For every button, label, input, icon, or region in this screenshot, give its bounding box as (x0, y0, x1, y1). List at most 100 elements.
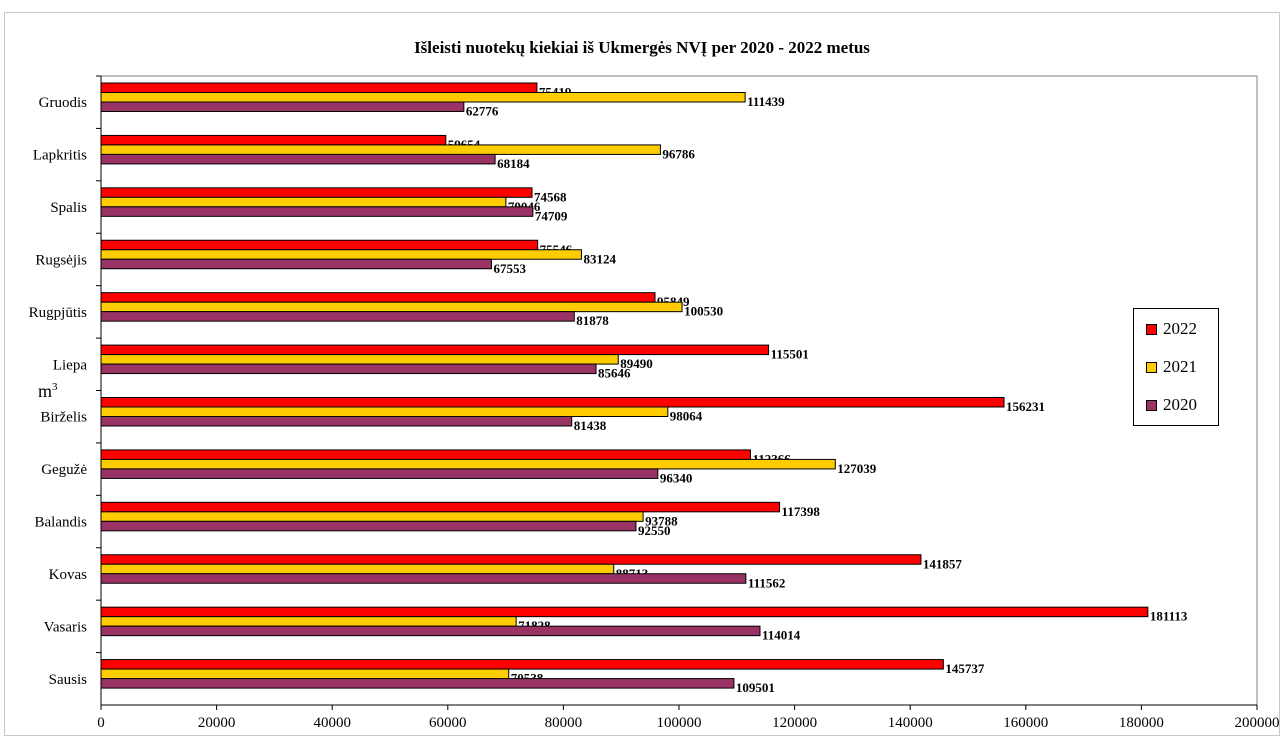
x-tick-label: 200000 (1235, 715, 1280, 731)
legend-swatch (1146, 399, 1157, 411)
legend-label: 2020 (1163, 395, 1197, 414)
category-label: Liepa (53, 357, 87, 373)
bar-2020 (100, 206, 534, 217)
bar-2020 (100, 468, 659, 479)
data-label-2021: 111439 (747, 94, 785, 109)
bar-2021 (100, 196, 507, 208)
data-label-2021: 127039 (837, 461, 877, 476)
category-label: Lapkritis (33, 148, 87, 164)
data-label-2021: 93788 (645, 513, 678, 528)
chart-title: Išleisti nuotekų kiekiai iš Ukmergės NVĮ… (414, 38, 870, 57)
bar-2022 (100, 554, 922, 565)
bar-2021 (100, 458, 836, 470)
data-label-2020: 85646 (598, 366, 631, 381)
bar-2020 (100, 363, 597, 375)
data-label-2022: 181113 (1150, 609, 1188, 624)
category-label: Kovas (49, 567, 87, 583)
bar-2021 (100, 511, 644, 522)
bar-2022 (100, 659, 944, 670)
data-label-2020: 111562 (748, 575, 786, 590)
bar-2021 (100, 668, 510, 680)
bar-2021 (100, 563, 615, 575)
data-label-2022: 115501 (771, 347, 809, 362)
x-tick-label: 160000 (1003, 715, 1048, 731)
category-label: Vasaris (44, 619, 87, 635)
x-tick-label: 60000 (429, 715, 467, 731)
x-tick-label: 140000 (888, 715, 933, 731)
bar-2021 (100, 144, 661, 155)
data-label-2021: 98064 (670, 409, 703, 424)
data-label-2020: 92550 (638, 523, 671, 538)
bar-2022 (100, 239, 539, 251)
category-label: Spalis (50, 200, 87, 216)
bar-2021 (100, 92, 746, 103)
legend-swatch (1146, 323, 1157, 335)
data-label-2022: 141857 (923, 556, 963, 571)
bar-2021 (100, 616, 517, 627)
bar-2020 (100, 520, 637, 532)
data-label-2022: 74568 (534, 189, 567, 204)
legend-swatch (1146, 361, 1157, 373)
bar-2020 (100, 101, 465, 112)
data-label-2020: 114014 (762, 628, 801, 643)
category-label: Gegužė (41, 462, 87, 478)
x-tick-label: 120000 (772, 715, 817, 731)
category-label: Rugsėjis (35, 252, 87, 268)
data-label-2020: 96340 (660, 470, 693, 485)
x-tick-label: 100000 (657, 715, 702, 731)
category-label: Rugpjūtis (29, 305, 88, 321)
bar-2020 (100, 573, 747, 584)
bar-2020 (100, 311, 575, 322)
bar-2021 (100, 354, 619, 365)
bar-2022 (100, 606, 1149, 618)
bar-2020 (100, 678, 735, 689)
data-label-2021: 89490 (620, 356, 653, 371)
x-tick-label: 40000 (313, 715, 351, 731)
legend-item-2020: 2020 (1146, 395, 1197, 415)
bar-2022 (100, 344, 770, 356)
bar-2021 (100, 406, 669, 417)
data-label-2020: 67553 (493, 261, 526, 276)
data-label-2020: 81438 (574, 418, 607, 433)
y-axis-unit-base: m (38, 381, 53, 401)
data-label-2020: 81878 (576, 313, 609, 328)
category-label: Birželis (40, 410, 87, 426)
legend-item-2021: 2021 (1146, 357, 1197, 377)
data-label-2020: 74709 (535, 208, 568, 223)
data-label-2021: 83124 (583, 251, 616, 266)
bar-2022 (100, 501, 781, 513)
legend-label: 2022 (1163, 319, 1197, 338)
category-label: Balandis (35, 515, 88, 531)
y-axis-unit-superscript: 3 (52, 381, 58, 393)
chart-frame (4, 12, 1280, 736)
bar-2020 (100, 625, 761, 637)
data-label-2022: 145737 (945, 661, 985, 676)
x-tick-label: 0 (97, 715, 105, 731)
legend: 2022 2021 2020 (1133, 308, 1219, 426)
data-label-2021: 96786 (662, 146, 695, 161)
bar-2022 (100, 187, 533, 198)
category-label: Sausis (49, 672, 88, 688)
bar-2022 (100, 449, 751, 460)
bar-2021 (100, 301, 683, 313)
bar-2022 (100, 292, 656, 303)
x-tick-label: 20000 (198, 715, 236, 731)
category-label: Gruodis (39, 95, 87, 111)
bar-2022 (100, 82, 538, 93)
data-label-2021: 100530 (684, 304, 723, 319)
bar-2022 (100, 134, 447, 146)
x-tick-label: 180000 (1119, 715, 1164, 731)
legend-label: 2021 (1163, 357, 1197, 376)
bar-2022 (100, 397, 1005, 408)
x-tick-label: 80000 (545, 715, 583, 731)
y-axis-unit-label: m3 (38, 381, 58, 402)
bar-2020 (100, 258, 492, 270)
data-label-2022: 156231 (1006, 399, 1045, 414)
bar-2021 (100, 249, 582, 260)
data-label-2020: 68184 (497, 156, 530, 171)
bar-2020 (100, 416, 573, 427)
data-label-2020: 62776 (466, 104, 499, 119)
data-label-2022: 117398 (782, 504, 821, 519)
data-label-2020: 109501 (736, 680, 775, 695)
